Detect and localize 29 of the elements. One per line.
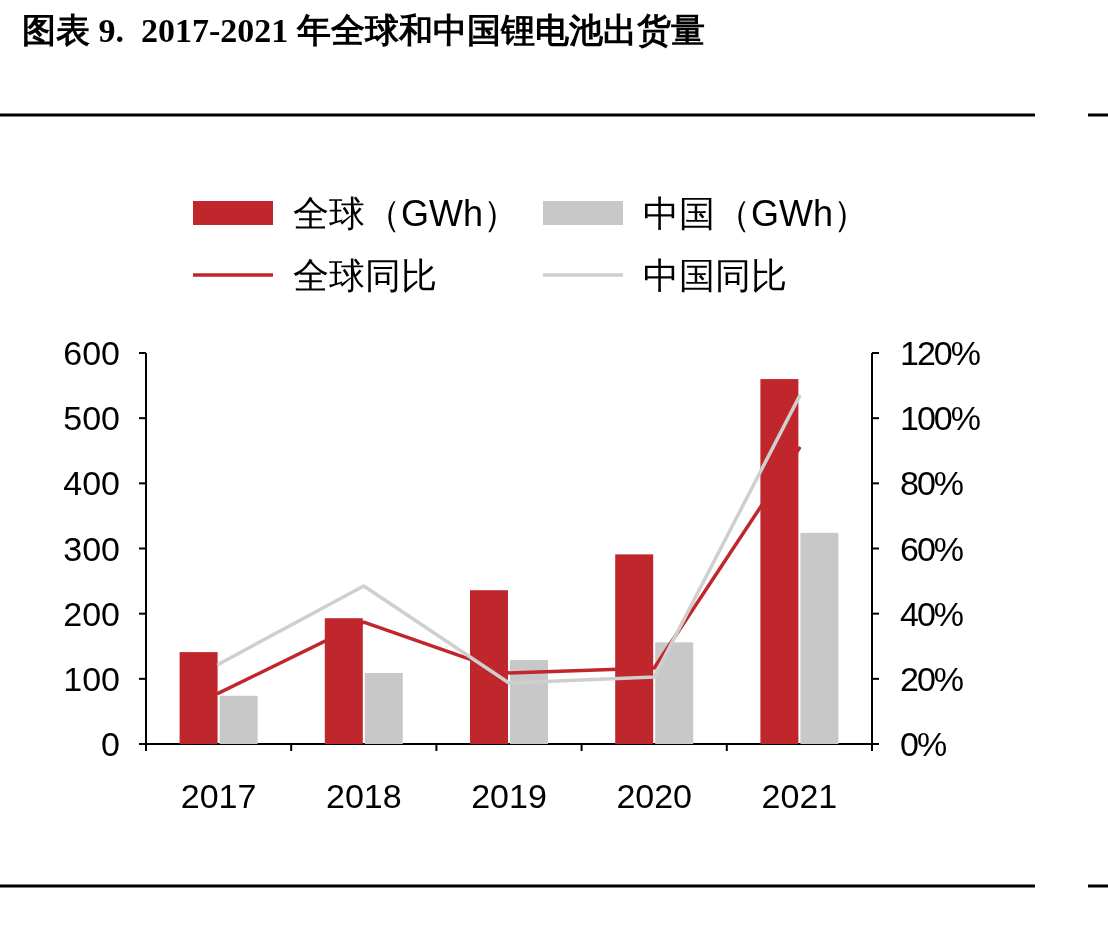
- y-tick-label: 300: [63, 529, 120, 568]
- legend-label: 中国（GWh）: [643, 193, 870, 234]
- y-tick-label: 400: [63, 464, 120, 503]
- y2-tick-label: 100%: [900, 399, 981, 438]
- y2-tick-label: 120%: [900, 334, 981, 372]
- y-tick-label: 200: [63, 594, 120, 633]
- x-tick-label: 2019: [471, 777, 547, 815]
- y2-tick-label: 80%: [900, 464, 964, 503]
- y2-tick-label: 20%: [900, 659, 964, 698]
- legend-label: 中国同比: [643, 255, 787, 296]
- bar: [364, 672, 403, 744]
- x-tick-label: 2018: [325, 777, 402, 815]
- x-tick-label: 2021: [761, 777, 838, 815]
- legend-label: 全球同比: [293, 255, 437, 296]
- legend-label: 全球（GWh）: [293, 193, 520, 234]
- y-tick-label: 0: [101, 725, 120, 763]
- y2-tick-label: 60%: [900, 529, 964, 568]
- y2-tick-label: 0%: [900, 725, 947, 763]
- y-tick-label: 100: [63, 659, 120, 698]
- line-series: [216, 446, 802, 695]
- y2-tick-label: 40%: [900, 594, 964, 633]
- chart-title: 图表 9. 2017-2021 年全球和中国锂电池出货量: [22, 12, 705, 49]
- x-tick-label: 2020: [616, 777, 693, 815]
- y-tick-label: 600: [63, 334, 120, 372]
- x-tick-label: 2017: [180, 777, 257, 815]
- y-tick-label: 500: [63, 399, 120, 438]
- bar: [219, 695, 258, 744]
- line-series: [216, 394, 802, 685]
- bar: [800, 532, 839, 744]
